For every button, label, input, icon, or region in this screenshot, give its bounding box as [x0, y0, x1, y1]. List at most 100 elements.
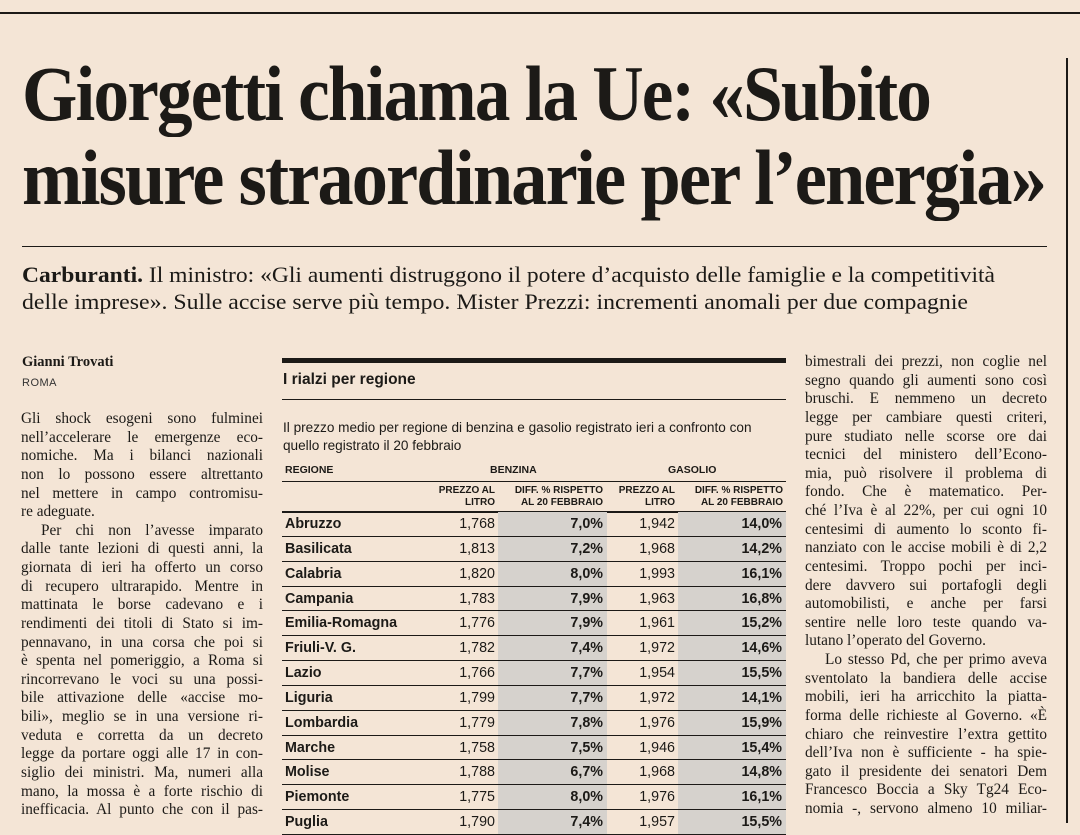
table-row: Abruzzo 1,768 7,0% 1,942 14,0%	[282, 512, 786, 537]
region-cell: Friuli-V. G.	[285, 640, 356, 657]
highlight-column-cell	[498, 536, 607, 561]
gasolio-diff-cell: 16,8%	[741, 590, 782, 607]
text-line: pennavano, in una corsa che poi si	[21, 633, 263, 651]
table-row: Calabria 1,820 8,0% 1,993 16,1%	[282, 561, 786, 587]
text-line: re adeguate.	[21, 503, 95, 521]
table-row: Molise 1,788 6,7% 1,968 14,8%	[282, 760, 786, 786]
gasolio-price-cell: 1,976	[639, 789, 675, 806]
table-row: Lombardia 1,779 7,8% 1,976 15,9%	[282, 710, 786, 736]
author-name: Gianni Trovati	[22, 354, 114, 370]
table-description: Il prezzo medio per regione di benzina e…	[283, 420, 752, 453]
text-line: nanziato con le accise mobili è di 2,2	[805, 539, 1047, 557]
gasolio-diff-cell: 16,1%	[741, 565, 782, 582]
highlight-column-cell	[678, 611, 786, 636]
gasolio-diff-cell: 15,9%	[741, 714, 782, 731]
highlight-column-cell	[498, 685, 607, 710]
top-rule	[0, 12, 1080, 14]
text-line: pure studiato nelle scorse ore dai	[805, 427, 1047, 445]
text-line: Per chi non l’avesse imparato	[41, 521, 263, 539]
benzina-diff-cell: 8,0%	[570, 789, 603, 806]
highlight-column-cell	[678, 661, 786, 685]
benzina-price-cell: 1,820	[459, 565, 495, 582]
gasolio-price-cell: 1,942	[639, 516, 675, 532]
gasolio-price-cell: 1,968	[639, 764, 675, 781]
highlight-column-cell	[498, 710, 607, 735]
text-line: lutano l’operato del Governo.	[805, 632, 986, 650]
text-line: legge da portare oggi alle 17 in con-	[21, 745, 263, 763]
highlight-column-cell	[678, 785, 786, 810]
text-line: dell’Iva non è sufficiente - ha spie-	[805, 744, 1047, 762]
text-line: sventolato la bandiera delle accise	[805, 669, 1047, 687]
benzina-diff-cell: 8,0%	[570, 565, 603, 582]
text-line: dalle tante lezioni di questi anni, la	[21, 540, 263, 558]
highlight-column-cell	[678, 512, 786, 536]
text-line: siglio dei ministri. Ma, numeri alla	[21, 763, 263, 781]
article-column-left: Gli shock esogeni sono fulminei nell’acce…	[21, 410, 263, 820]
text-line: fondo. Che è matematico. Per-	[805, 483, 1047, 501]
benzina-diff-cell: 6,7%	[570, 764, 603, 781]
headline-line-2: misure straordinarie per l’energia»	[22, 134, 1047, 221]
region-cell: Liguria	[285, 689, 333, 706]
highlight-column-cell	[678, 586, 786, 611]
highlight-column-cell	[498, 760, 607, 785]
gasolio-price-cell: 1,976	[639, 714, 675, 731]
benzina-diff-cell: 7,5%	[570, 739, 603, 756]
text-line: legge per cambiare questi criteri,	[805, 408, 1047, 426]
gasolio-price-cell: 1,957	[639, 814, 675, 831]
benzina-price-cell: 1,758	[459, 739, 495, 756]
table-row: Campania 1,783 7,9% 1,963 16,8%	[282, 586, 786, 612]
text-line: segno quando gli aumenti sono così	[805, 371, 1047, 389]
highlight-column-cell	[678, 685, 786, 710]
highlight-column-cell	[498, 611, 607, 636]
table-top-bar	[282, 358, 786, 363]
text-line: gato il presidente dei senatori Dem	[805, 762, 1047, 780]
region-cell: Emilia-Romagna	[285, 615, 398, 632]
gasolio-diff-cell: 15,2%	[741, 615, 782, 632]
table-row: Friuli-V. G. 1,782 7,4% 1,972 14,6%	[282, 636, 786, 662]
text-line: centesimi di aumento lo sconto fi-	[805, 520, 1047, 538]
text-line: mia, può risolvere il problema di	[805, 464, 1047, 482]
region-cell: Basilicata	[285, 540, 352, 557]
gasolio-diff-cell: 14,0%	[741, 516, 782, 532]
table-title: I rialzi per regione	[283, 371, 416, 388]
gasolio-diff-cell: 14,8%	[741, 764, 782, 781]
table-row: Marche 1,758 7,5% 1,946 15,4%	[282, 735, 786, 761]
text-line: mattinata le borse cadevano e i	[21, 596, 263, 614]
region-cell: Calabria	[285, 565, 342, 582]
benzina-price-cell: 1,766	[459, 665, 495, 682]
benzina-price-cell: 1,782	[459, 640, 495, 657]
highlight-column-cell	[678, 710, 786, 735]
standfirst-kicker: Carburanti.	[22, 262, 144, 287]
region-cell: Piemonte	[285, 789, 350, 806]
text-line: Gli shock esogeni sono fulminei	[21, 410, 263, 427]
benzina-diff-cell: 7,9%	[570, 590, 603, 607]
highlight-column-cell	[498, 636, 607, 661]
benzina-price-cell: 1,775	[459, 789, 495, 806]
highlight-column-cell	[498, 661, 607, 685]
table-row: Liguria 1,799 7,7% 1,972 14,1%	[282, 685, 786, 711]
region-cell: Abruzzo	[285, 516, 342, 532]
text-line: rincorrevano le voci su una possi-	[21, 670, 263, 688]
text-line: chiaro che reinvestire l’extra gettito	[805, 725, 1047, 743]
text-line: dere davvero sui portafogli degli	[805, 576, 1047, 594]
text-line: mano, la mossa è a forte rischio di	[21, 782, 263, 800]
text-line: tecnici del ministero dell’Econo-	[805, 446, 1047, 464]
text-line: inefficacia. Al punto che con il pas-	[21, 801, 263, 819]
benzina-diff-cell: 7,0%	[570, 516, 603, 532]
standfirst-line-2: delle imprese». Sulle accise serve più t…	[22, 289, 969, 314]
text-line: bimestrali dei prezzi, non coglie nel	[805, 353, 1047, 370]
benzina-diff-cell: 7,4%	[570, 814, 603, 831]
benzina-price-cell: 1,799	[459, 689, 495, 706]
benzina-diff-cell: 7,7%	[570, 689, 603, 706]
right-column-rule	[1066, 58, 1068, 823]
text-line: è spenta nel pomeriggio, a Roma si	[21, 652, 263, 670]
standfirst-text-1: Il ministro: «Gli aumenti distruggono il…	[143, 262, 996, 287]
table-body: Abruzzo 1,768 7,0% 1,942 14,0% Basilicata 1,81…	[282, 512, 786, 835]
region-cell: Campania	[285, 590, 354, 607]
text-line: giornata di ieri ha offerto un corso	[21, 559, 263, 576]
gasolio-price-cell: 1,954	[639, 665, 675, 682]
table-header-rule	[282, 481, 786, 483]
benzina-price-cell: 1,779	[459, 714, 495, 731]
gasolio-price-cell: 1,972	[639, 689, 675, 706]
highlight-column-cell	[678, 636, 786, 661]
